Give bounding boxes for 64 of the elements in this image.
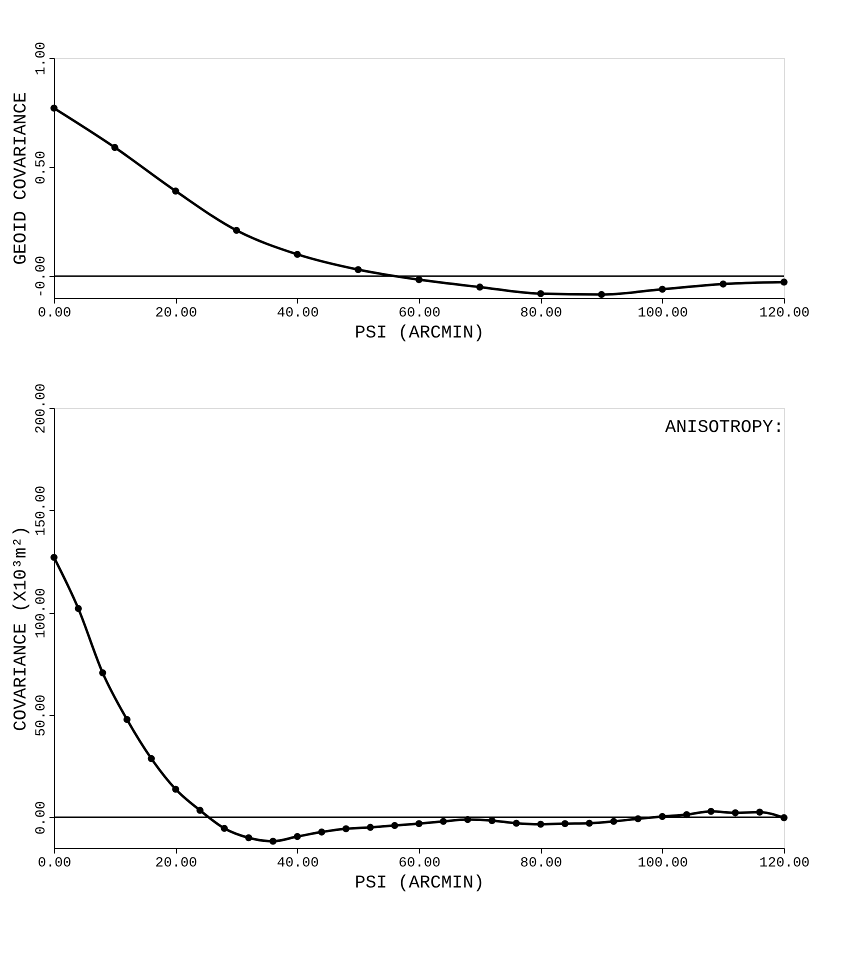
y-tick-label: 0.00: [34, 801, 50, 835]
x-axis-title: PSI (ARCMIN): [354, 324, 484, 344]
y-tick-label: 50.00: [34, 694, 50, 736]
x-tick-label: 20.00: [155, 306, 198, 322]
point: [598, 290, 606, 298]
point: [537, 820, 544, 828]
annotation: ANISOTROPY:: [665, 418, 784, 438]
point: [172, 188, 180, 195]
x-tick-label: 20.00: [155, 856, 198, 872]
point: [720, 280, 727, 288]
point: [586, 820, 593, 827]
point: [294, 250, 301, 258]
point: [354, 266, 362, 274]
point: [342, 825, 350, 832]
y-axis-title: GEOID COVARIANCE: [12, 92, 32, 265]
point: [111, 144, 118, 151]
point: [512, 820, 520, 827]
x-axis-title: PSI (ARCMIN): [354, 874, 484, 894]
point: [756, 808, 764, 816]
y-tick-label: 1.00: [34, 42, 50, 76]
x-tick-label: 80.00: [520, 856, 562, 872]
point: [294, 833, 301, 840]
point: [415, 276, 423, 284]
x-tick-label: 40.00: [276, 856, 319, 872]
x-tick-label: 40.00: [276, 306, 319, 322]
point: [99, 669, 106, 676]
point: [440, 818, 447, 825]
y-tick-label: 0.50: [34, 150, 50, 184]
point: [123, 716, 131, 724]
point: [245, 834, 252, 842]
y-tick-label: 200.00: [34, 383, 50, 434]
point: [488, 817, 496, 824]
y-axis-title: COVARIANCE (X10³m²): [12, 526, 32, 732]
x-tick-label: 120.00: [759, 306, 810, 322]
point: [658, 286, 666, 293]
point: [50, 104, 58, 112]
x-tick-label: 80.00: [520, 306, 562, 322]
point: [220, 824, 228, 832]
x-tick-label: 60.00: [398, 856, 441, 872]
point: [732, 809, 739, 816]
point: [269, 838, 277, 845]
x-tick-label: 120.00: [759, 856, 810, 872]
point: [707, 808, 715, 815]
y-tick-label: 150.00: [34, 486, 50, 536]
point: [318, 828, 326, 836]
point: [561, 820, 569, 828]
point: [74, 605, 82, 612]
point: [196, 806, 204, 814]
point: [610, 818, 618, 825]
point: [391, 822, 398, 830]
x-tick-label: 60.00: [398, 306, 441, 322]
point: [476, 284, 484, 291]
point: [415, 820, 423, 828]
point: [148, 755, 155, 762]
y-tick-label: -0.00: [34, 256, 50, 298]
point: [537, 290, 544, 298]
point: [50, 554, 58, 561]
point: [780, 278, 788, 286]
y-tick-label: 100.00: [34, 588, 50, 638]
point: [232, 226, 240, 234]
point: [172, 786, 180, 793]
x-tick-label: 100.00: [638, 306, 688, 322]
x-tick-label: 100.00: [638, 856, 688, 872]
point: [366, 824, 374, 831]
